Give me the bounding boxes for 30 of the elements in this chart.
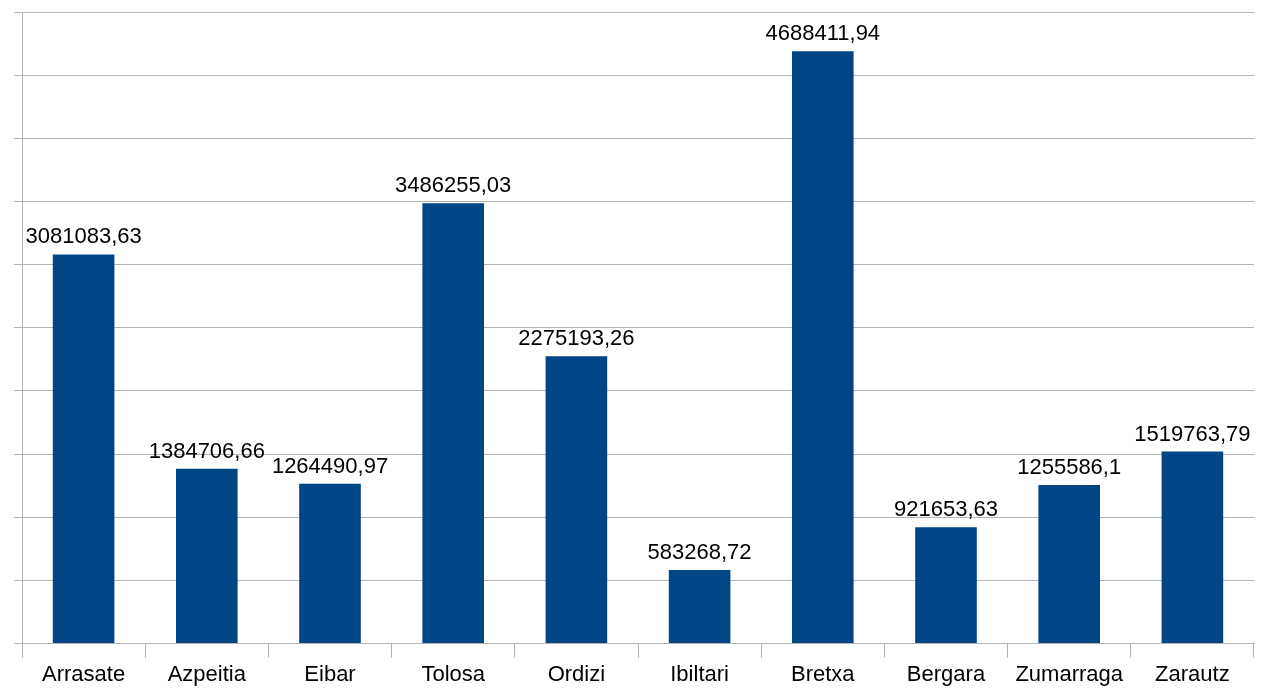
x-tick-label: Eibar: [304, 660, 356, 686]
bar: [422, 203, 484, 644]
x-tick-label: Zarautz: [1155, 660, 1230, 686]
x-tick-label: Ibiltari: [670, 660, 729, 686]
x-tick-label: Arrasate: [42, 660, 126, 686]
x-tick-label: Bergara: [906, 660, 986, 686]
data-label: 921653,63: [894, 496, 998, 522]
x-tick-label: Azpeitia: [167, 660, 247, 686]
x-tick-label: Bretxa: [791, 660, 856, 686]
bar: [299, 483, 361, 644]
bar: [668, 569, 731, 644]
data-label: 1519763,79: [1134, 420, 1251, 446]
bar: [176, 468, 238, 644]
bar: [52, 254, 115, 644]
data-label: 3081083,63: [25, 223, 142, 249]
data-label: 3486255,03: [395, 172, 512, 198]
x-tick-label: Ordizi: [547, 660, 606, 686]
data-label: 1255586,1: [1017, 454, 1122, 480]
bar: [1038, 484, 1100, 644]
x-tick-label: Tolosa: [421, 660, 486, 686]
bar: [1161, 451, 1224, 644]
bar: [792, 51, 854, 644]
data-label: 2275193,26: [518, 325, 635, 351]
data-label: 1384706,66: [148, 437, 265, 463]
data-label: 583268,72: [647, 538, 752, 564]
x-tick-label: Zumarraga: [1015, 660, 1124, 686]
bar: [545, 356, 608, 644]
data-label: 1264490,97: [271, 452, 389, 478]
bar: [915, 527, 977, 644]
data-label: 4688411,94: [765, 20, 881, 46]
